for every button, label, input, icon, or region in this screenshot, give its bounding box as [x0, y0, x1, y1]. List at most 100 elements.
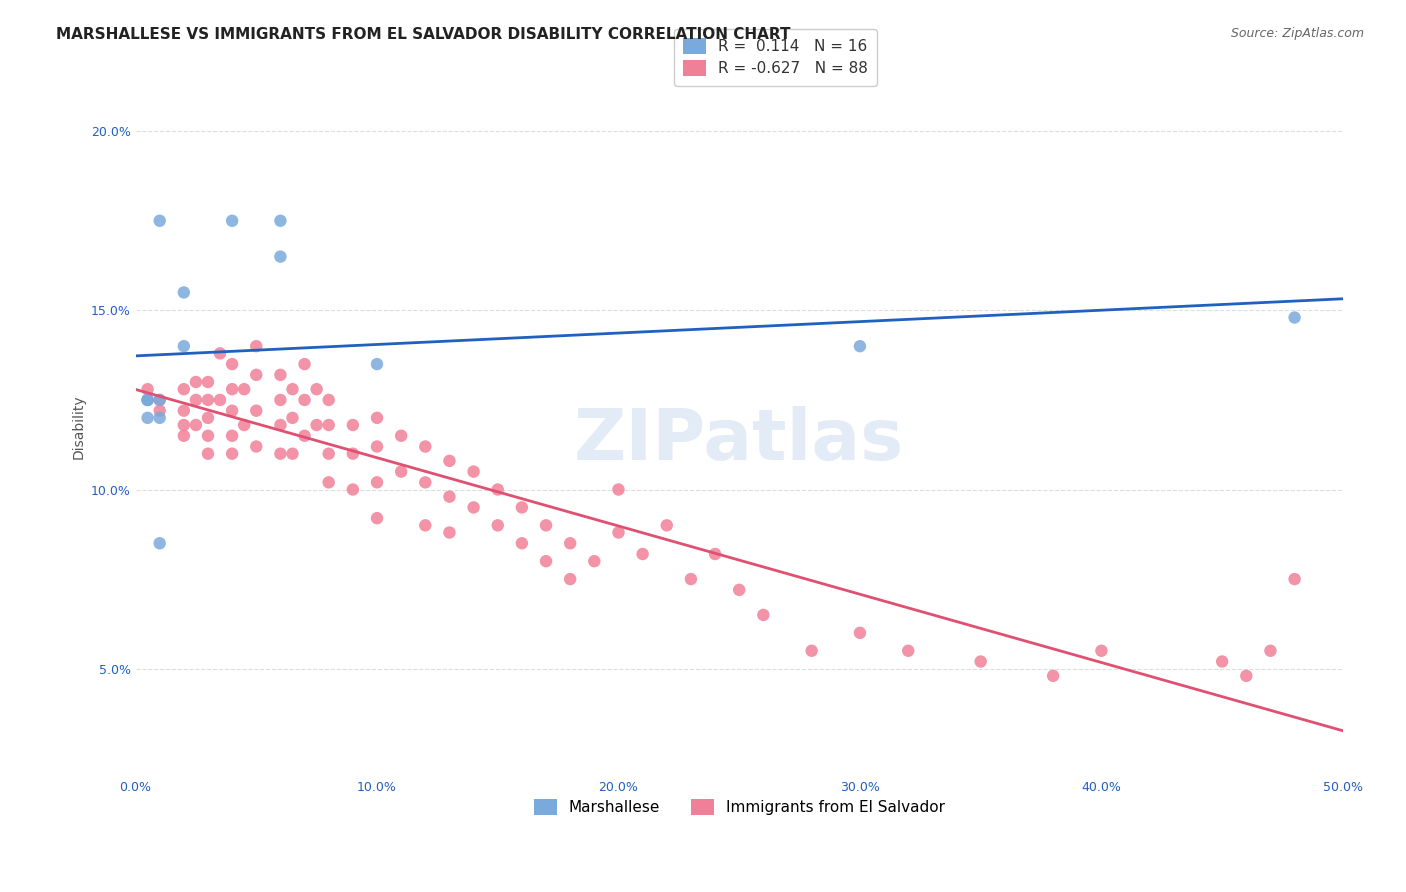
Point	[752, 607, 775, 622]
Point	[439, 525, 461, 540]
Point	[173, 403, 195, 417]
Point	[233, 382, 256, 396]
Point	[439, 490, 461, 504]
Point	[560, 572, 582, 586]
Point	[136, 392, 159, 407]
Point	[221, 447, 243, 461]
Point	[245, 368, 267, 382]
Text: MARSHALLESE VS IMMIGRANTS FROM EL SALVADOR DISABILITY CORRELATION CHART: MARSHALLESE VS IMMIGRANTS FROM EL SALVAD…	[56, 27, 790, 42]
Point	[318, 475, 340, 490]
Point	[149, 403, 172, 417]
Point	[366, 410, 388, 425]
Point	[342, 447, 364, 461]
Point	[149, 392, 172, 407]
Point	[294, 429, 316, 443]
Point	[197, 392, 219, 407]
Point	[197, 410, 219, 425]
Point	[184, 417, 207, 432]
Point	[849, 625, 872, 640]
Point	[1042, 669, 1064, 683]
Point	[510, 500, 533, 515]
Point	[366, 440, 388, 454]
Point	[607, 525, 630, 540]
Point	[269, 392, 291, 407]
Point	[221, 357, 243, 371]
Point	[173, 285, 195, 300]
Point	[294, 357, 316, 371]
Point	[197, 429, 219, 443]
Point	[269, 213, 291, 227]
Point	[1284, 310, 1306, 325]
Point	[149, 410, 172, 425]
Point	[439, 454, 461, 468]
Point	[221, 429, 243, 443]
Point	[281, 382, 304, 396]
Point	[800, 644, 823, 658]
Point	[209, 392, 232, 407]
Point	[704, 547, 727, 561]
Point	[318, 392, 340, 407]
Point	[631, 547, 654, 561]
Point	[463, 465, 485, 479]
Point	[245, 440, 267, 454]
Point	[173, 417, 195, 432]
Text: ZIPatlas: ZIPatlas	[574, 406, 904, 475]
Point	[607, 483, 630, 497]
Point	[366, 357, 388, 371]
Point	[318, 447, 340, 461]
Point	[305, 417, 328, 432]
Point	[197, 375, 219, 389]
Point	[655, 518, 678, 533]
Text: Source: ZipAtlas.com: Source: ZipAtlas.com	[1230, 27, 1364, 40]
Point	[534, 554, 557, 568]
Point	[534, 518, 557, 533]
Point	[1090, 644, 1112, 658]
Point	[269, 417, 291, 432]
Point	[245, 339, 267, 353]
Point	[173, 339, 195, 353]
Point	[136, 392, 159, 407]
Point	[136, 382, 159, 396]
Point	[221, 213, 243, 227]
Point	[389, 465, 412, 479]
Point	[221, 403, 243, 417]
Point	[389, 429, 412, 443]
Point	[136, 392, 159, 407]
Point	[560, 536, 582, 550]
Point	[173, 382, 195, 396]
Point	[583, 554, 606, 568]
Point	[281, 447, 304, 461]
Point	[486, 518, 509, 533]
Point	[1284, 572, 1306, 586]
Point	[269, 447, 291, 461]
Point	[294, 392, 316, 407]
Point	[969, 655, 991, 669]
Point	[1234, 669, 1257, 683]
Point	[281, 410, 304, 425]
Point	[173, 429, 195, 443]
Point	[184, 392, 207, 407]
Point	[413, 518, 436, 533]
Point	[184, 375, 207, 389]
Point	[849, 339, 872, 353]
Point	[149, 536, 172, 550]
Point	[318, 417, 340, 432]
Legend: Marshallese, Immigrants from El Salvador: Marshallese, Immigrants from El Salvador	[524, 790, 955, 824]
Point	[149, 213, 172, 227]
Point	[366, 475, 388, 490]
Point	[245, 403, 267, 417]
Point	[136, 410, 159, 425]
Point	[197, 447, 219, 461]
Point	[342, 483, 364, 497]
Point	[1260, 644, 1282, 658]
Point	[366, 511, 388, 525]
Point	[305, 382, 328, 396]
Point	[679, 572, 702, 586]
Point	[221, 382, 243, 396]
Point	[728, 582, 751, 597]
Point	[897, 644, 920, 658]
Point	[149, 392, 172, 407]
Point	[209, 346, 232, 360]
Point	[463, 500, 485, 515]
Point	[269, 368, 291, 382]
